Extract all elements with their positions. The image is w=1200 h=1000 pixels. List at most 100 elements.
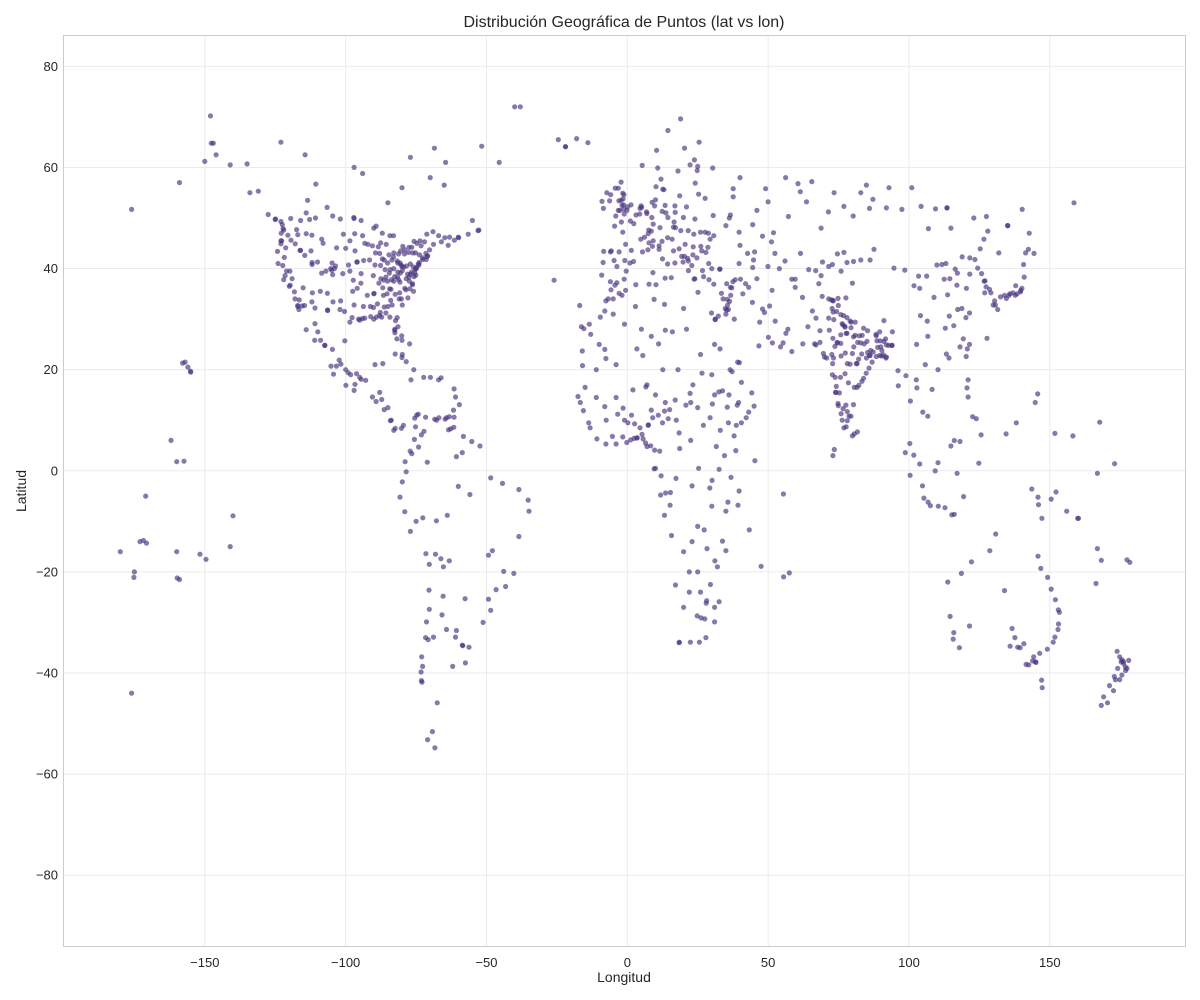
- data-point: [185, 364, 191, 370]
- data-point: [411, 367, 417, 373]
- data-point: [697, 229, 704, 235]
- data-point: [407, 154, 413, 160]
- data-point: [413, 272, 419, 278]
- data-point: [403, 359, 409, 365]
- data-point: [603, 355, 609, 362]
- data-point: [381, 277, 387, 283]
- data-point: [859, 332, 865, 338]
- data-point: [785, 326, 791, 332]
- data-point: [981, 236, 987, 242]
- data-point: [425, 253, 431, 259]
- data-point: [319, 236, 325, 242]
- data-point: [812, 341, 818, 347]
- data-point: [964, 385, 970, 391]
- data-point: [399, 302, 405, 308]
- data-point: [402, 509, 408, 515]
- data-point: [873, 333, 879, 339]
- data-point: [407, 341, 413, 347]
- data-point: [585, 140, 591, 146]
- data-point: [727, 284, 734, 290]
- data-point: [711, 281, 717, 287]
- data-point: [372, 250, 379, 256]
- data-point: [604, 190, 610, 196]
- data-point: [646, 281, 652, 287]
- data-point: [612, 185, 618, 191]
- data-point: [725, 499, 731, 505]
- data-point: [1119, 672, 1125, 678]
- data-point: [616, 290, 622, 296]
- data-point: [405, 295, 411, 301]
- data-point: [685, 268, 692, 274]
- data-point: [563, 144, 569, 150]
- x-tick-label: 50: [761, 955, 775, 970]
- data-point: [1094, 546, 1100, 552]
- data-point: [1013, 420, 1019, 426]
- data-point: [334, 245, 340, 251]
- data-point: [702, 195, 708, 201]
- data-point: [613, 213, 619, 219]
- data-point: [698, 615, 704, 621]
- data-point: [723, 223, 729, 229]
- data-point: [690, 244, 696, 250]
- data-point: [909, 185, 915, 191]
- data-point: [296, 306, 302, 313]
- data-point: [835, 400, 841, 407]
- data-point: [451, 386, 457, 392]
- data-point: [966, 310, 973, 316]
- data-point: [1009, 625, 1015, 632]
- data-point: [768, 239, 775, 245]
- data-point: [737, 175, 743, 181]
- data-point: [716, 599, 722, 605]
- data-point: [694, 255, 700, 261]
- data-point: [955, 306, 961, 313]
- data-point: [780, 340, 786, 346]
- data-point: [391, 278, 397, 284]
- data-point: [181, 458, 187, 464]
- data-point: [1031, 250, 1037, 256]
- data-point: [818, 225, 824, 231]
- data-point: [451, 414, 457, 420]
- data-point: [333, 363, 339, 369]
- data-point: [963, 353, 969, 360]
- data-point: [668, 275, 674, 281]
- data-point: [612, 282, 618, 288]
- data-point: [675, 367, 681, 373]
- data-point: [783, 175, 789, 181]
- data-point: [729, 369, 735, 375]
- data-point: [278, 230, 284, 236]
- data-point: [1106, 683, 1113, 689]
- data-point: [690, 252, 696, 258]
- data-point: [816, 281, 822, 287]
- data-point: [856, 356, 862, 362]
- data-point: [423, 619, 430, 625]
- data-point: [440, 593, 446, 599]
- data-point: [421, 428, 427, 434]
- data-point: [678, 116, 684, 122]
- data-point: [424, 459, 430, 465]
- data-point: [325, 307, 331, 314]
- data-point: [291, 289, 297, 295]
- data-point: [689, 483, 695, 489]
- x-tick-label: 150: [1039, 955, 1061, 970]
- data-point: [292, 241, 298, 247]
- data-point: [385, 405, 391, 411]
- data-point: [950, 636, 956, 642]
- data-point: [302, 252, 308, 258]
- data-point: [669, 329, 676, 335]
- data-point: [423, 414, 429, 420]
- data-point: [754, 207, 760, 213]
- data-point: [983, 284, 989, 290]
- data-point: [627, 260, 633, 266]
- data-point: [942, 505, 948, 511]
- data-point: [641, 234, 648, 240]
- data-point: [577, 399, 583, 406]
- data-point: [380, 292, 386, 298]
- data-point: [709, 372, 715, 378]
- data-point: [402, 285, 408, 291]
- data-point: [376, 280, 382, 286]
- data-point: [707, 485, 713, 491]
- data-point: [385, 260, 391, 266]
- data-point: [751, 403, 757, 409]
- y-tick-label: −40: [36, 666, 58, 681]
- data-point: [427, 374, 433, 380]
